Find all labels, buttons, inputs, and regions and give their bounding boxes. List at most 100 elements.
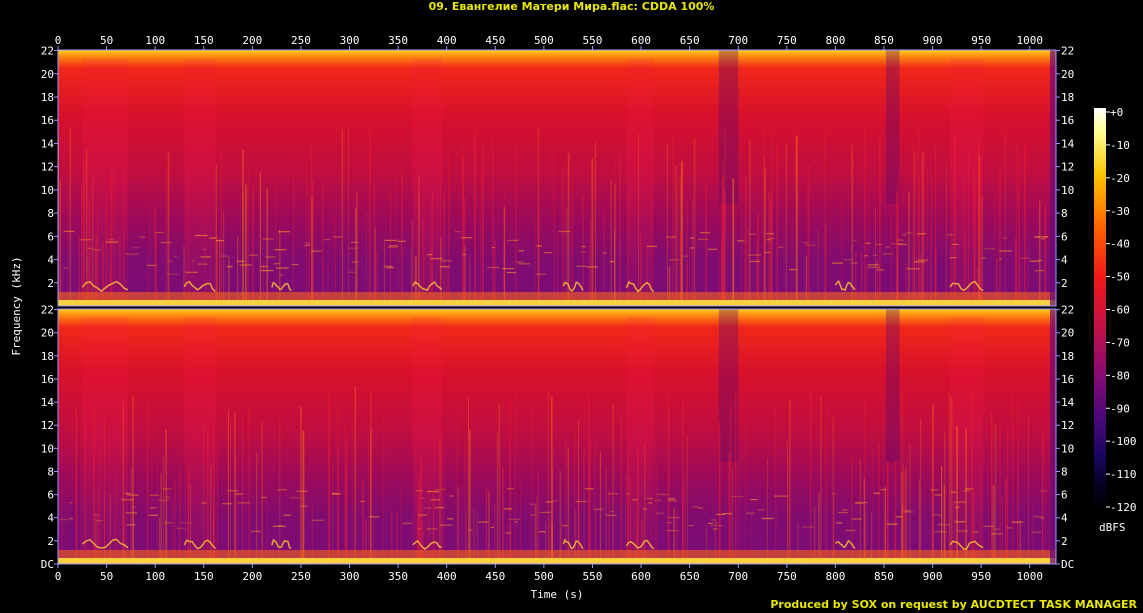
harmonic-band — [886, 523, 898, 525]
harmonic-band — [248, 254, 258, 256]
transient-streak — [188, 170, 190, 306]
harmonic-band — [955, 506, 960, 508]
transient-streak — [1023, 142, 1026, 306]
transient-streak — [832, 493, 835, 564]
harmonic-band — [279, 274, 283, 276]
transient-streak — [1019, 520, 1021, 564]
harmonic-band — [954, 521, 966, 523]
fundamental-band — [58, 300, 1056, 306]
harmonic-band — [273, 263, 281, 265]
transient-streak — [469, 430, 471, 564]
transient-streak — [1024, 188, 1026, 306]
transient-streak — [948, 392, 951, 564]
harmonic-band — [667, 517, 680, 519]
x-tick-label: 1000 — [1017, 570, 1044, 583]
harmonic-band — [350, 241, 359, 243]
transient-streak — [672, 136, 675, 306]
transient-streak — [266, 490, 268, 564]
transient-streak — [932, 404, 934, 564]
harmonic-band — [235, 493, 244, 495]
transient-streak — [494, 239, 496, 306]
transient-streak — [824, 133, 826, 306]
transient-streak — [1020, 253, 1022, 306]
transient-streak — [982, 451, 984, 564]
transient-streak — [102, 241, 104, 306]
transient-streak — [431, 190, 433, 306]
y-tick-label-right: 6 — [1061, 489, 1068, 502]
transient-streak — [356, 191, 358, 306]
transient-streak — [913, 153, 915, 306]
loud-segment — [626, 317, 654, 564]
harmonic-band — [278, 231, 290, 233]
y-tick-label-right: 4 — [1061, 254, 1068, 267]
transient-streak — [705, 179, 707, 306]
harmonic-band — [646, 245, 657, 247]
harmonic-band — [766, 239, 771, 241]
transient-streak — [956, 425, 958, 564]
x-tick-label: 550 — [583, 34, 603, 47]
transient-streak — [398, 238, 399, 306]
transient-streak — [538, 205, 540, 306]
transient-streak — [918, 479, 921, 564]
x-tick-label: 900 — [923, 570, 943, 583]
transient-streak — [252, 185, 254, 306]
transient-streak — [599, 451, 601, 564]
harmonic-band — [215, 240, 224, 242]
quiet-segment — [718, 309, 739, 462]
transient-streak — [338, 514, 339, 564]
x-tick-label: 400 — [437, 34, 457, 47]
harmonic-band — [449, 495, 453, 497]
harmonic-band — [584, 488, 594, 490]
transient-streak — [719, 481, 721, 564]
transient-streak — [482, 145, 484, 306]
harmonic-band — [965, 488, 973, 490]
x-tick-label: 700 — [728, 34, 748, 47]
x-tick-label: 50 — [100, 34, 113, 47]
transient-streak — [629, 476, 631, 564]
transient-streak — [565, 438, 567, 564]
harmonic-band — [609, 261, 615, 263]
transient-streak — [675, 166, 677, 306]
transient-streak — [625, 474, 627, 564]
loud-segment — [950, 317, 984, 564]
y-tick-label-right: 18 — [1061, 350, 1074, 363]
harmonic-band — [872, 254, 878, 256]
colorbar-tick-label: -10 — [1110, 139, 1130, 152]
transient-streak — [978, 143, 980, 306]
transient-streak — [418, 486, 420, 564]
harmonic-band — [503, 508, 513, 510]
harmonic-band — [1021, 257, 1031, 259]
harmonic-band — [311, 250, 322, 252]
transient-streak — [992, 485, 995, 564]
transient-streak — [310, 143, 313, 306]
transient-streak — [754, 149, 755, 306]
x-axis-bottom: 0 50 100 150 200 250 300 350 400 450 500 550 600 650 7… — [55, 564, 1043, 583]
melody-trace — [625, 539, 655, 550]
x-tick-label: 250 — [291, 570, 311, 583]
transient-streak — [469, 256, 471, 306]
transient-streak — [817, 228, 819, 306]
transient-streak — [595, 510, 597, 564]
harmonic-band — [902, 234, 907, 236]
transient-streak — [563, 161, 566, 306]
harmonic-band — [332, 493, 338, 495]
transient-streak — [62, 266, 63, 306]
melody-trace — [183, 539, 216, 550]
transient-streak — [635, 518, 637, 564]
transient-streak — [883, 428, 884, 564]
transient-streak — [871, 512, 872, 564]
transient-streak — [605, 467, 607, 564]
transient-streak — [953, 501, 955, 564]
harmonic-band — [842, 509, 848, 511]
transient-streak — [474, 132, 476, 306]
harmonic-band — [402, 522, 413, 524]
harmonic-band — [69, 518, 73, 520]
transient-streak — [932, 420, 934, 564]
harmonic-band — [505, 532, 512, 534]
transient-streak — [93, 407, 96, 564]
transient-streak — [215, 163, 217, 306]
chart-title: 09. Евангелие Матери Мира.flac: CDDA 100… — [428, 0, 715, 13]
transient-streak — [999, 420, 1001, 564]
transient-streak — [78, 235, 81, 306]
transient-streak — [582, 195, 584, 306]
